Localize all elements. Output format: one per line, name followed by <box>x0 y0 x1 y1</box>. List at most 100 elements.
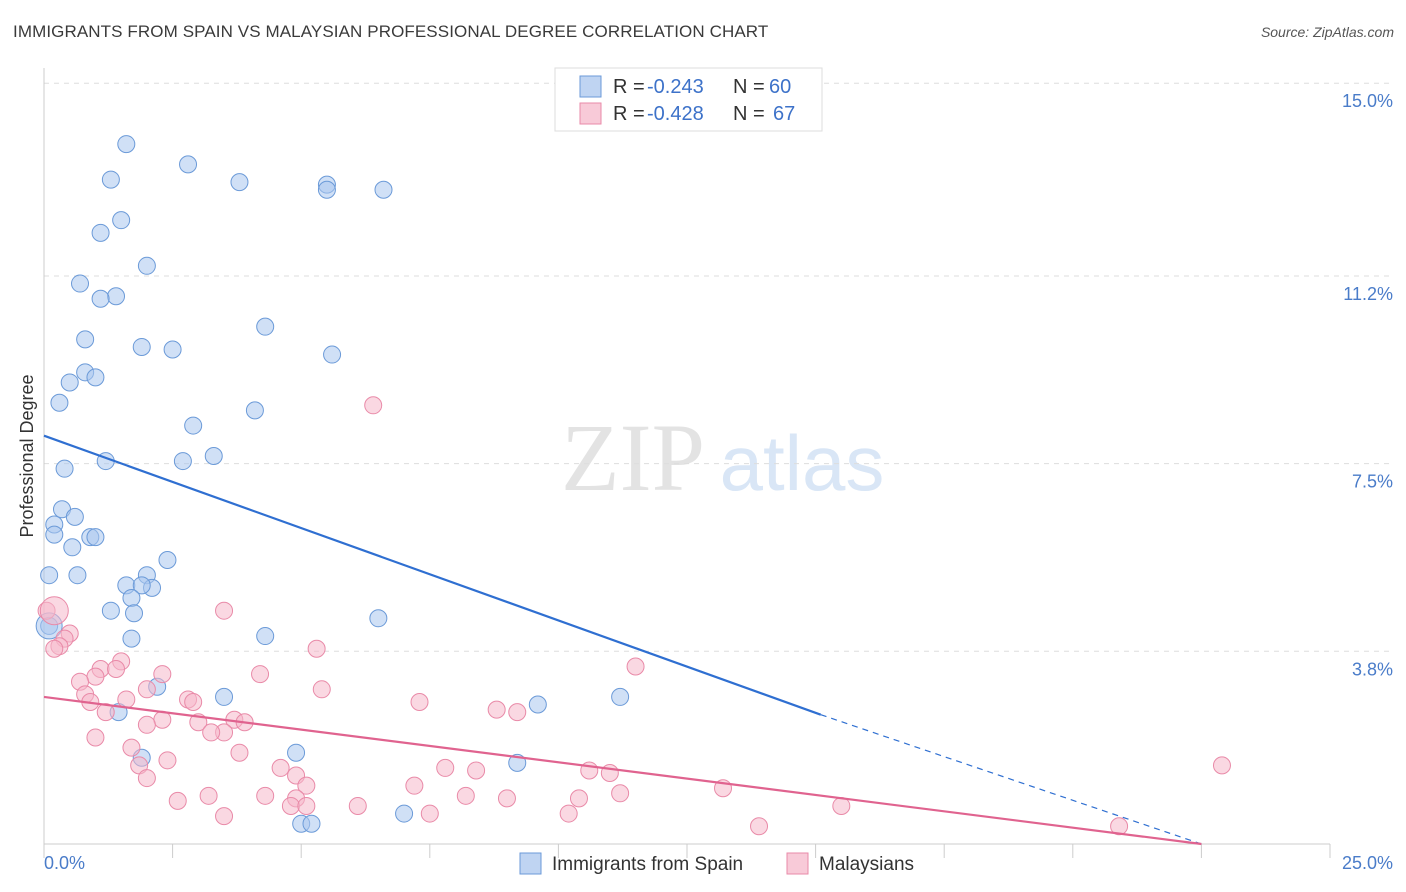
malaysians-point <box>215 601 234 620</box>
malaysians-point <box>107 660 126 679</box>
spain-point <box>245 401 264 420</box>
spain-point <box>611 687 630 706</box>
malaysians-point <box>256 786 275 805</box>
spain-point <box>63 538 82 557</box>
malaysians-point <box>86 667 105 686</box>
legend-n-label-malaysians: N = <box>733 103 765 125</box>
malaysians-point <box>626 657 645 676</box>
trend-line-spain <box>43 434 822 716</box>
malaysians-point <box>467 761 486 780</box>
malaysians-point <box>405 776 424 795</box>
bottom-legend-swatch-malaysians <box>786 852 809 875</box>
spain-point <box>158 550 177 569</box>
malaysians-point <box>569 789 588 808</box>
legend-n-value-spain: 60 <box>769 76 791 98</box>
spain-point <box>163 340 182 359</box>
malaysians-point <box>199 786 218 805</box>
watermark-atlas: atlas <box>720 419 885 507</box>
y-axis-title: Professional Degree <box>17 374 37 537</box>
legend-n-label-spain: N = <box>733 76 765 98</box>
malaysians-point <box>436 758 455 777</box>
malaysians-point <box>508 703 527 722</box>
spain-point <box>374 180 393 199</box>
legend-r-label-spain: R = <box>613 76 645 98</box>
spain-point <box>132 576 151 595</box>
legend: R = -0.243 N = 60 R = -0.428 N = 67 <box>554 67 823 132</box>
chart-title: IMMIGRANTS FROM SPAIN VS MALAYSIAN PROFE… <box>13 22 769 41</box>
bottom-legend-label-spain: Immigrants from Spain <box>552 854 743 875</box>
spain-point <box>86 368 105 387</box>
spain-point <box>55 459 74 478</box>
x-tick-label-min: 0.0% <box>44 853 85 873</box>
spain-point <box>45 525 64 544</box>
spain-point <box>317 180 336 199</box>
watermark: ZIP atlas <box>561 404 884 511</box>
malaysians-point <box>45 639 64 658</box>
malaysians-point <box>168 791 187 810</box>
bottom-legend: Immigrants from Spain Malaysians <box>519 852 914 875</box>
malaysians-point <box>215 807 234 826</box>
spain-point <box>65 507 84 526</box>
spain-point <box>101 170 120 189</box>
malaysians-point <box>364 396 383 415</box>
spain-point <box>40 566 59 585</box>
trend-line-malaysians <box>43 695 1202 846</box>
malaysians-point <box>297 796 316 815</box>
spain-point <box>132 337 151 356</box>
malaysians-point <box>312 680 331 699</box>
malaysians-point <box>297 776 316 795</box>
malaysians-point <box>251 665 270 684</box>
spain-point <box>184 416 203 435</box>
spain-point <box>287 743 306 762</box>
spain-point <box>68 566 87 585</box>
spain-point <box>230 173 249 192</box>
malaysians-point <box>96 703 115 722</box>
grid-lines <box>44 82 1392 652</box>
spain-point <box>256 317 275 336</box>
spain-point <box>107 287 126 306</box>
spain-point <box>125 604 144 623</box>
legend-swatch-malaysians <box>579 102 602 125</box>
x-tick-label-max: 25.0% <box>1342 853 1393 873</box>
bottom-legend-label-malaysians: Malaysians <box>819 854 914 875</box>
malaysians-point <box>410 692 429 711</box>
spain-point <box>112 211 131 230</box>
legend-r-value-malaysians: -0.428 <box>647 103 704 125</box>
trend-line-spain-extrapolated <box>820 714 1202 845</box>
spain-point <box>323 345 342 364</box>
malaysians-point <box>1110 817 1129 836</box>
watermark-zip: ZIP <box>561 404 705 511</box>
malaysians-point <box>117 690 136 709</box>
malaysians-point <box>281 796 300 815</box>
malaysians-point <box>230 743 249 762</box>
legend-r-label-malaysians: R = <box>613 103 645 125</box>
spain-point <box>86 528 105 547</box>
malaysians-point <box>271 758 290 777</box>
y-tick-label: 15.0% <box>1342 91 1393 111</box>
spain-point <box>256 627 275 646</box>
malaysians-point <box>202 723 221 742</box>
spain-point <box>117 135 136 154</box>
y-axis-tick-labels: 3.8% 7.5% 11.2% 15.0% <box>1342 91 1393 679</box>
spain-point <box>122 589 141 608</box>
spain-point <box>60 373 79 392</box>
spain-point <box>173 452 192 471</box>
malaysians-point <box>184 692 203 711</box>
y-tick-label: 7.5% <box>1352 472 1393 492</box>
malaysians-point <box>137 715 156 734</box>
spain-point <box>369 609 388 628</box>
legend-n-value-malaysians: 67 <box>773 103 795 125</box>
spain-point <box>215 687 234 706</box>
malaysians-point <box>137 680 156 699</box>
trend-lines <box>43 434 1202 846</box>
spain-point <box>302 814 321 833</box>
malaysians-point <box>153 665 172 684</box>
spain-point <box>101 601 120 620</box>
bottom-legend-swatch-spain <box>519 852 542 875</box>
legend-swatch-spain <box>579 75 602 98</box>
malaysians-point <box>611 784 630 803</box>
spain-point <box>179 155 198 174</box>
spain-point <box>137 256 156 275</box>
malaysians-point <box>137 769 156 788</box>
malaysians-point <box>487 700 506 719</box>
